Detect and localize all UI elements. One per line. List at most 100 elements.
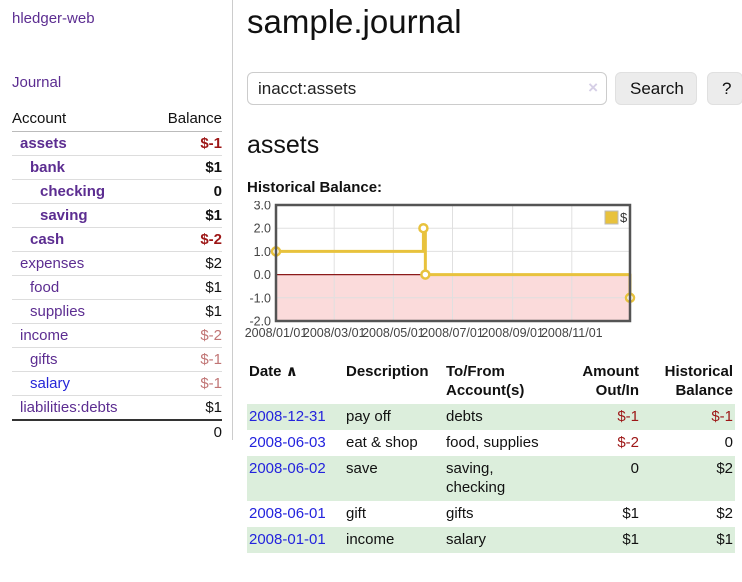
x-axis-tick-label: 2008/09/01: [481, 326, 544, 340]
legend-label: $: [620, 210, 628, 225]
transaction-amount: $1: [622, 531, 639, 548]
account-row: liabilities:debts $1: [12, 395, 222, 420]
account-row: assets $-1: [12, 132, 222, 156]
x-axis-tick-label: 2008/01/01: [245, 326, 308, 340]
historical-balance-chart: $3.0 2.0 1.0 0.0 -1.0 -2.0 2008/01/01 2008/03/0…: [244, 199, 740, 347]
transaction-date-link[interactable]: 2008-06-02: [249, 460, 326, 477]
account-row: checking 0: [12, 179, 222, 204]
accounts-table-header-row: Account Balance: [12, 108, 222, 132]
account-row: expenses $2: [12, 251, 222, 276]
data-point-marker: [418, 222, 429, 234]
sidebar-account-link-supplies[interactable]: supplies: [30, 303, 86, 320]
account-balance: $1: [205, 207, 222, 224]
transaction-accounts: gifts: [446, 505, 474, 522]
transaction-amount: $-2: [617, 434, 639, 451]
sidebar: hledger-web Journal Account Balance asse…: [0, 0, 233, 441]
register-header-description: Description: [346, 363, 429, 380]
search-form: × Search ?: [247, 72, 742, 105]
y-axis-tick-label: 0.0: [254, 268, 271, 282]
transaction-amount: $1: [622, 505, 639, 522]
transaction-balance: 0: [724, 434, 733, 451]
transaction-accounts: debts: [446, 408, 483, 425]
transaction-date-link[interactable]: 2008-12-31: [249, 408, 326, 425]
transaction-accounts: saving, checking: [446, 460, 506, 496]
accounts-total-value: 0: [213, 423, 222, 441]
transaction-balance: $-1: [711, 408, 733, 425]
account-balance: $-2: [200, 231, 222, 248]
transaction-description: income: [346, 531, 395, 548]
transaction-row: 2008-06-02 save saving, checking 0 $2: [247, 456, 735, 501]
accounts-table: Account Balance assets $-1 bank $1 checking 0…: [12, 108, 222, 444]
account-balance: 0: [213, 183, 222, 200]
register-table: Date ∧ Description To/From Account(s) Am…: [247, 362, 735, 553]
account-balance: $-1: [200, 135, 222, 152]
sidebar-account-link-assets[interactable]: assets: [20, 135, 67, 152]
search-input[interactable]: [247, 72, 607, 105]
transaction-date-link[interactable]: 2008-06-03: [249, 434, 326, 451]
account-row: supplies $1: [12, 299, 222, 324]
y-axis-tick-label: -1.0: [249, 291, 271, 305]
sidebar-nav: Journal: [12, 74, 222, 91]
clear-search-icon[interactable]: ×: [588, 78, 598, 97]
account-row: food $1: [12, 275, 222, 300]
transaction-date-link[interactable]: 2008-06-01: [249, 505, 326, 522]
x-axis-tick-label: 2008/07/01: [421, 326, 484, 340]
search-button[interactable]: Search: [615, 72, 697, 105]
transaction-date-link[interactable]: 2008-01-01: [249, 531, 326, 548]
sidebar-account-link-liabilities-debts[interactable]: liabilities:debts: [20, 398, 118, 416]
chart-svg: $3.0 2.0 1.0 0.0 -1.0 -2.02008/01/012008/03/0…: [245, 199, 636, 340]
accounts-header-account: Account: [12, 110, 67, 127]
accounts-total-row: 0: [12, 419, 222, 444]
y-axis-tick-label: 3.0: [254, 201, 271, 213]
account-balance: $2: [205, 255, 222, 272]
register-header-row: Date ∧ Description To/From Account(s) Am…: [247, 362, 735, 404]
accounts-header-balance: Balance: [167, 110, 222, 127]
sidebar-account-link-bank[interactable]: bank: [30, 159, 66, 176]
sidebar-account-link-food[interactable]: food: [30, 279, 60, 296]
x-axis-tick-label: 2008/05/01: [362, 326, 425, 340]
date-header-label: Date: [249, 363, 282, 380]
account-balance: $-1: [200, 375, 222, 392]
y-axis-tick-label: 1.0: [254, 245, 271, 259]
help-button[interactable]: ?: [707, 72, 742, 105]
register-header-date[interactable]: Date ∧: [247, 362, 344, 404]
account-row: salary $-1: [12, 371, 222, 396]
register-header-balance: Historical Balance: [664, 363, 733, 399]
account-balance: $1: [205, 279, 222, 296]
account-balance: $1: [205, 398, 222, 416]
transaction-balance: $1: [716, 531, 733, 548]
register-header-account: To/From Account(s): [446, 363, 525, 399]
sidebar-account-link-income[interactable]: income: [20, 327, 69, 344]
transaction-description: eat & shop: [346, 434, 418, 451]
account-page-title: assets: [247, 131, 320, 159]
transaction-row: 2008-06-01 gift gifts $1 $2: [247, 501, 735, 527]
chart-label: Historical Balance:: [247, 179, 383, 196]
x-axis-tick-label: 2008/03/01: [303, 326, 366, 340]
account-balance: $-1: [200, 351, 222, 368]
account-row: income $-2: [12, 323, 222, 348]
app-title-link[interactable]: hledger-web: [12, 10, 95, 27]
transaction-row: 2008-06-03 eat & shop food, supplies $-2 0: [247, 430, 735, 456]
transaction-accounts: salary: [446, 531, 487, 548]
main-content: sample.journal × Search ? assets Histori…: [233, 0, 742, 582]
y-axis-tick-label: 2.0: [254, 222, 271, 236]
legend-swatch: [604, 210, 619, 225]
sidebar-account-link-salary[interactable]: salary: [30, 375, 71, 392]
account-balance: $1: [205, 159, 222, 176]
sidebar-item-journal[interactable]: Journal: [12, 74, 62, 91]
transaction-description: save: [346, 460, 378, 477]
transaction-accounts: food, supplies: [446, 434, 539, 451]
transaction-amount: $-1: [617, 408, 639, 425]
sidebar-account-link-cash[interactable]: cash: [30, 231, 65, 248]
transaction-balance: $2: [716, 460, 733, 477]
sidebar-account-link-saving[interactable]: saving: [40, 207, 88, 224]
sidebar-account-link-checking[interactable]: checking: [40, 183, 106, 200]
register-header-amount: Amount Out/In: [582, 363, 639, 399]
sidebar-account-link-expenses[interactable]: expenses: [20, 255, 85, 272]
transaction-description: gift: [346, 505, 367, 522]
app-title: hledger-web: [12, 10, 222, 27]
sidebar-account-link-gifts[interactable]: gifts: [30, 351, 58, 368]
y-axis-tick-label: -2.0: [249, 315, 271, 329]
accounts-table-body: assets $-1 bank $1 checking 0 saving $1 cash $-2 e…: [12, 132, 222, 444]
